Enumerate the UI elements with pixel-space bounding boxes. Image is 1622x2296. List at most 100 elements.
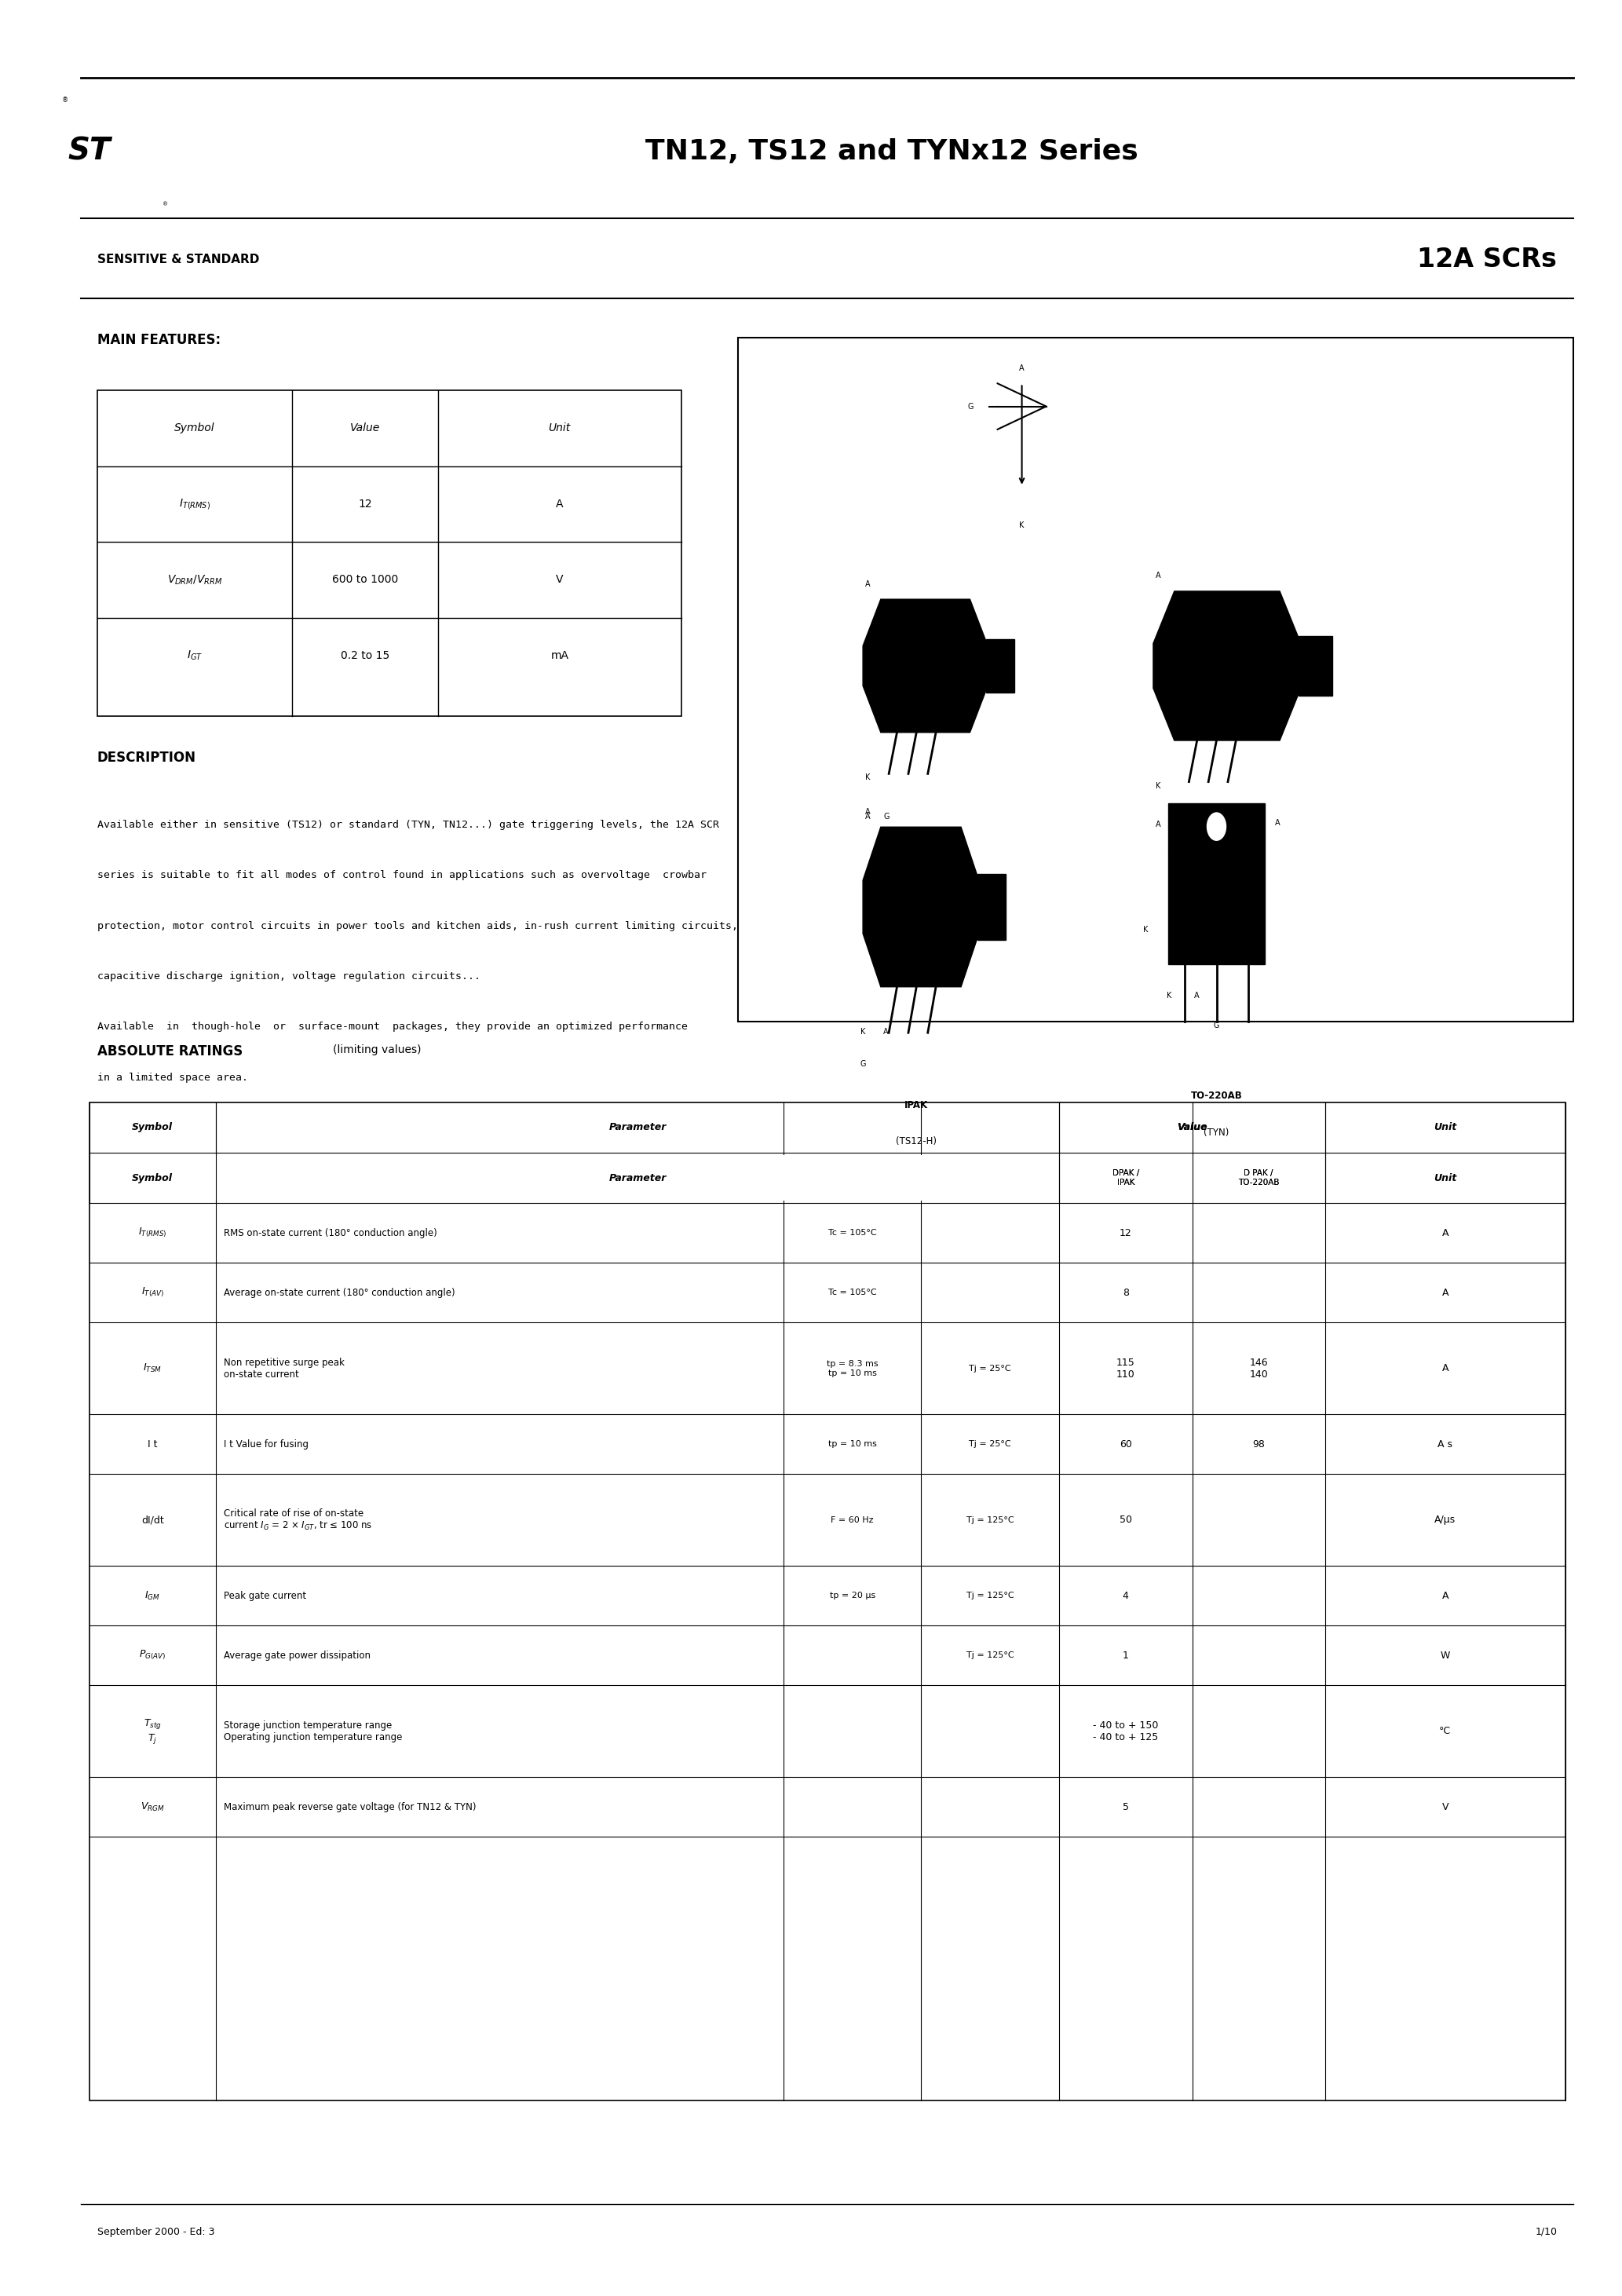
Text: Parameter: Parameter: [608, 1123, 667, 1132]
FancyBboxPatch shape: [62, 96, 240, 223]
Bar: [1168, 804, 1265, 850]
Text: A: A: [1156, 822, 1161, 829]
Text: K: K: [1156, 781, 1161, 790]
Text: ®: ®: [162, 202, 167, 207]
Text: tp = 10 ms: tp = 10 ms: [829, 1440, 876, 1449]
Text: K: K: [1166, 992, 1173, 999]
Text: TN12, TS12 and TYNx12 Series: TN12, TS12 and TYNx12 Series: [646, 138, 1139, 165]
Text: A: A: [1442, 1288, 1448, 1297]
Text: Tj = 25°C: Tj = 25°C: [970, 1364, 1011, 1373]
Text: DPAK /
IPAK: DPAK / IPAK: [1113, 1169, 1139, 1187]
Text: A: A: [865, 813, 869, 820]
Text: MAIN FEATURES:: MAIN FEATURES:: [97, 333, 221, 347]
Text: 60: 60: [1119, 1440, 1132, 1449]
Text: G: G: [1213, 1022, 1220, 1029]
Text: A: A: [865, 581, 869, 588]
Text: 146
140: 146 140: [1249, 1357, 1268, 1380]
Text: Available either in sensitive (TS12) or standard (TYN, TN12...) gate triggering : Available either in sensitive (TS12) or …: [97, 820, 719, 829]
Text: DESCRIPTION: DESCRIPTION: [97, 751, 196, 765]
Text: $V_{DRM}/V_{RRM}$: $V_{DRM}/V_{RRM}$: [167, 574, 222, 585]
Text: Symbol: Symbol: [131, 1123, 174, 1132]
Bar: [738, 338, 1573, 1022]
Polygon shape: [863, 599, 988, 732]
Polygon shape: [1299, 636, 1333, 696]
Text: $V_{RGM}$: $V_{RGM}$: [141, 1800, 164, 1814]
Polygon shape: [976, 875, 1006, 941]
Text: A: A: [1156, 572, 1161, 579]
Text: Average on-state current (180° conduction angle): Average on-state current (180° conductio…: [224, 1288, 456, 1297]
Bar: [89, 1102, 1565, 2101]
Text: Value: Value: [1178, 1123, 1207, 1132]
Text: (TN12-B): (TN12-B): [895, 932, 938, 941]
Polygon shape: [1153, 592, 1301, 739]
Text: $P_{G(AV)}$: $P_{G(AV)}$: [139, 1649, 165, 1662]
Text: K: K: [865, 774, 869, 781]
Text: protection, motor control circuits in power tools and kitchen aids, in-rush curr: protection, motor control circuits in po…: [97, 921, 738, 930]
Text: ST: ST: [68, 138, 110, 165]
Text: Unit: Unit: [548, 422, 571, 434]
Text: Unit: Unit: [1434, 1123, 1457, 1132]
Text: Symbol: Symbol: [175, 422, 214, 434]
Text: (limiting values): (limiting values): [333, 1045, 420, 1056]
Text: Peak gate current: Peak gate current: [224, 1591, 307, 1600]
Text: A: A: [1194, 992, 1200, 999]
Text: ®: ®: [62, 96, 68, 103]
Text: Maximum peak reverse gate voltage (for TN12 & TYN): Maximum peak reverse gate voltage (for T…: [224, 1802, 477, 1812]
Text: G: G: [1174, 822, 1181, 829]
Text: Storage junction temperature range
Operating junction temperature range: Storage junction temperature range Opera…: [224, 1720, 402, 1743]
Text: 115
110: 115 110: [1116, 1357, 1135, 1380]
Text: A: A: [1275, 820, 1280, 827]
Text: (TN12-G): (TN12-G): [1195, 905, 1238, 914]
Text: $I_{GM}$: $I_{GM}$: [144, 1589, 161, 1603]
Text: V: V: [1442, 1802, 1448, 1812]
Text: D PAK /
TO-220AB: D PAK / TO-220AB: [1238, 1169, 1280, 1187]
Text: D PAK /
TO-220AB: D PAK / TO-220AB: [1238, 1169, 1280, 1187]
Text: °C: °C: [1439, 1727, 1452, 1736]
Text: F = 60 Hz: F = 60 Hz: [830, 1515, 874, 1525]
Text: Critical rate of rise of on-state
current $I_G$ = 2 × $I_{GT}$, tr ≤ 100 ns: Critical rate of rise of on-state curren…: [224, 1508, 373, 1531]
Text: Value: Value: [350, 422, 380, 434]
Text: ABSOLUTE RATINGS: ABSOLUTE RATINGS: [97, 1045, 243, 1058]
Text: W: W: [1440, 1651, 1450, 1660]
Text: A: A: [1442, 1591, 1448, 1600]
Text: Unit: Unit: [1434, 1173, 1457, 1182]
Text: Value: Value: [1178, 1123, 1207, 1132]
Text: DPAK /
IPAK: DPAK / IPAK: [1113, 1169, 1139, 1187]
Text: G: G: [967, 402, 973, 411]
Text: Tj = 25°C: Tj = 25°C: [970, 1440, 1011, 1449]
Text: (TS12-B): (TS12-B): [897, 895, 936, 905]
Text: RMS on-state current (180° conduction angle): RMS on-state current (180° conduction an…: [224, 1228, 438, 1238]
Text: 5: 5: [1122, 1802, 1129, 1812]
Text: A: A: [865, 808, 869, 815]
Text: Available  in  though-hole  or  surface-mount  packages, they provide an optimiz: Available in though-hole or surface-moun…: [97, 1022, 688, 1031]
Bar: [91, 1155, 1058, 1201]
Text: Tc = 105°C: Tc = 105°C: [829, 1228, 876, 1238]
Polygon shape: [863, 827, 978, 987]
Text: A: A: [1019, 365, 1025, 372]
Text: K: K: [1144, 925, 1148, 934]
Text: Average gate power dissipation: Average gate power dissipation: [224, 1651, 371, 1660]
Text: 1: 1: [1122, 1651, 1129, 1660]
Polygon shape: [986, 638, 1015, 693]
Text: 600 to 1000: 600 to 1000: [333, 574, 397, 585]
Text: I t: I t: [148, 1440, 157, 1449]
Circle shape: [1205, 810, 1228, 843]
Text: mA: mA: [550, 650, 569, 661]
Text: $I_{T(RMS)}$: $I_{T(RMS)}$: [178, 496, 211, 512]
Text: - 40 to + 150
- 40 to + 125: - 40 to + 150 - 40 to + 125: [1093, 1720, 1158, 1743]
Text: A/μs: A/μs: [1434, 1515, 1457, 1525]
Text: 8: 8: [1122, 1288, 1129, 1297]
Text: TO-220AB: TO-220AB: [1191, 1091, 1242, 1100]
Text: 50: 50: [1119, 1515, 1132, 1525]
Text: A s: A s: [1437, 1440, 1453, 1449]
Text: in a limited space area.: in a limited space area.: [97, 1072, 248, 1081]
Text: 12: 12: [1119, 1228, 1132, 1238]
Text: G: G: [884, 813, 890, 820]
Text: Parameter: Parameter: [608, 1173, 667, 1182]
Bar: [97, 390, 681, 716]
Text: (TN12-H): (TN12-H): [895, 1173, 938, 1182]
Text: Tc = 105°C: Tc = 105°C: [829, 1288, 876, 1297]
Text: Symbol: Symbol: [131, 1173, 174, 1182]
Text: G: G: [860, 1061, 866, 1068]
Text: K: K: [1019, 521, 1025, 528]
